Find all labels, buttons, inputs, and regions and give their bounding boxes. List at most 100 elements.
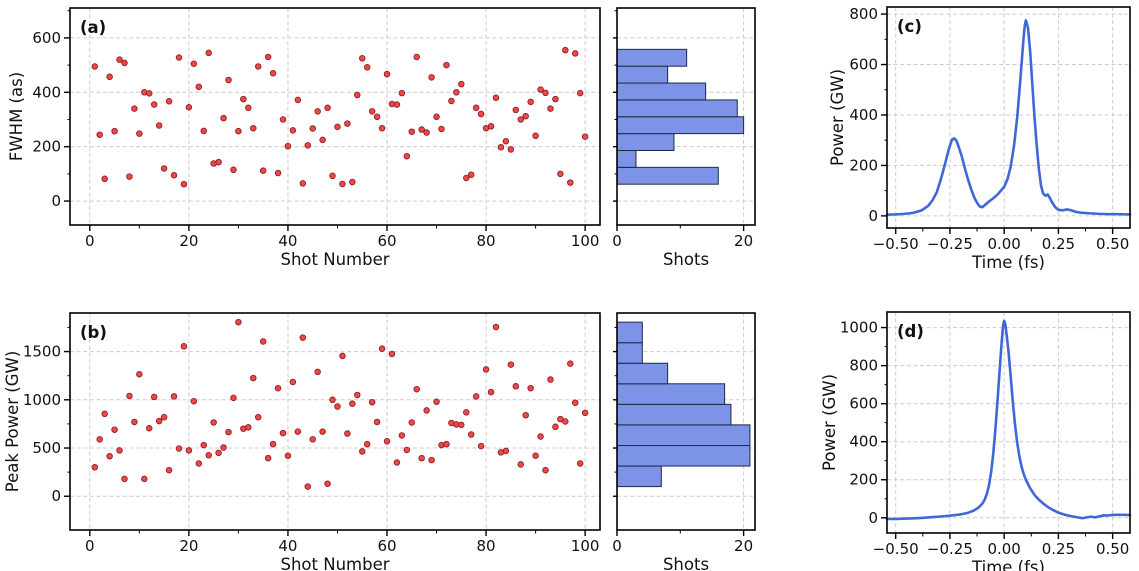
scatter-point — [299, 334, 307, 341]
scatter-point — [230, 166, 237, 174]
histogram-bars — [616, 321, 751, 488]
plot-box — [886, 6, 1131, 229]
scatter-point — [200, 441, 207, 449]
scatter-point — [552, 423, 559, 431]
scatter-point — [289, 378, 297, 386]
y-tick-label: 400 — [32, 83, 61, 101]
histogram-bar — [616, 362, 669, 385]
scatter-point — [542, 89, 549, 97]
histogram-bar — [616, 321, 643, 344]
scatter-point — [571, 50, 579, 57]
scatter-point — [131, 105, 138, 112]
scatter-point — [299, 180, 307, 187]
scatter-point — [339, 352, 346, 360]
scatter-point — [279, 116, 287, 123]
scatter-point — [220, 444, 227, 451]
scatter-point — [576, 460, 584, 467]
scatter-point — [334, 123, 341, 131]
scatter-point — [269, 70, 277, 77]
scatter-point — [250, 374, 257, 382]
scatter-point — [319, 428, 326, 435]
histogram-bar — [616, 465, 662, 488]
scatter-point — [220, 114, 227, 122]
scatter-point — [180, 343, 188, 350]
scatter-point — [522, 112, 529, 120]
scatter-point — [334, 403, 341, 410]
scatter-point — [576, 89, 584, 97]
scatter-point — [289, 127, 297, 134]
scatter-point — [453, 89, 460, 96]
scatter-point — [349, 400, 356, 407]
x-tick-label: −0.25 — [927, 235, 973, 253]
x-tick-label: −0.50 — [873, 235, 919, 253]
scatter-point — [259, 338, 267, 345]
panel-a: 0 20 40 60 80 100 0 200 400 600 Shot Number FWHM (a… — [7, 7, 601, 269]
scatter-point — [91, 63, 99, 70]
scatter-point — [487, 388, 495, 396]
panel-d: −0.50 −0.25 0.00 0.25 0.50 0 200 400 600 800 1000 T… — [820, 311, 1132, 571]
scatter-point — [146, 425, 153, 432]
histogram-bar — [616, 116, 745, 135]
scatter-point — [547, 376, 554, 383]
scatter-point — [160, 165, 168, 172]
scatter-point — [532, 132, 539, 140]
scatter-point — [363, 440, 371, 448]
scatter-point — [354, 91, 361, 99]
histogram-bar — [616, 133, 675, 151]
scatter-point — [150, 393, 158, 401]
plot-box — [69, 312, 601, 531]
x-tick-label: 80 — [477, 232, 496, 250]
scatter-point — [527, 98, 534, 106]
x-axis-label: Shot Number — [280, 555, 389, 571]
scatter-point — [502, 137, 510, 145]
x-tick-label: 20 — [734, 232, 753, 250]
scatter-point — [240, 95, 247, 103]
y-tick-label: 1500 — [23, 343, 61, 361]
scatter-point — [368, 398, 376, 406]
scatter-point — [136, 130, 143, 137]
y-tick-label: 400 — [849, 106, 878, 124]
scatter-point — [433, 398, 440, 405]
scatter-point — [314, 368, 321, 376]
scatter-point — [507, 146, 515, 153]
panel-c: −0.50 −0.25 0.00 0.25 0.50 0 200 400 600 800 Time … — [828, 5, 1132, 272]
scatter-point — [254, 413, 262, 421]
scatter-point — [378, 345, 386, 352]
scatter-point — [96, 131, 103, 138]
scatter-point — [269, 440, 277, 448]
scatter-point — [106, 452, 113, 460]
scatter-point — [383, 70, 391, 78]
x-tick-label: 0.25 — [1042, 540, 1075, 558]
y-tick-label: 600 — [32, 29, 61, 47]
scatter-point — [200, 127, 207, 135]
scatter-point — [517, 116, 524, 123]
y-axis-label: Power (GW) — [828, 69, 847, 166]
y-axis-label: Peak Power (GW) — [3, 351, 22, 493]
scatter-point — [111, 127, 118, 135]
scatter-point — [423, 129, 430, 136]
x-axis-label: Shots — [663, 555, 709, 571]
scatter-point — [403, 446, 411, 454]
scatter-point — [205, 49, 212, 57]
x-tick-label: 0.50 — [1096, 235, 1129, 253]
histogram-bar — [616, 424, 751, 447]
x-axis-label: Shots — [663, 250, 709, 269]
plot-box — [616, 7, 756, 226]
scatter-point — [155, 122, 163, 129]
scatter-point — [482, 366, 490, 373]
scatter-point — [567, 360, 574, 367]
x-tick-label: 100 — [571, 537, 600, 555]
x-tick-label: 20 — [734, 537, 753, 555]
scatter-point — [339, 180, 346, 188]
scatter-point — [368, 108, 376, 115]
y-axis-label: FWHM (as) — [7, 72, 26, 161]
scatter-point — [497, 143, 505, 151]
scatter-point — [304, 142, 312, 149]
scatter-point — [547, 105, 554, 112]
scatter-point — [264, 454, 272, 462]
scatter-point — [463, 409, 470, 416]
x-tick-label: 100 — [571, 232, 600, 250]
histogram-bar — [616, 82, 707, 101]
